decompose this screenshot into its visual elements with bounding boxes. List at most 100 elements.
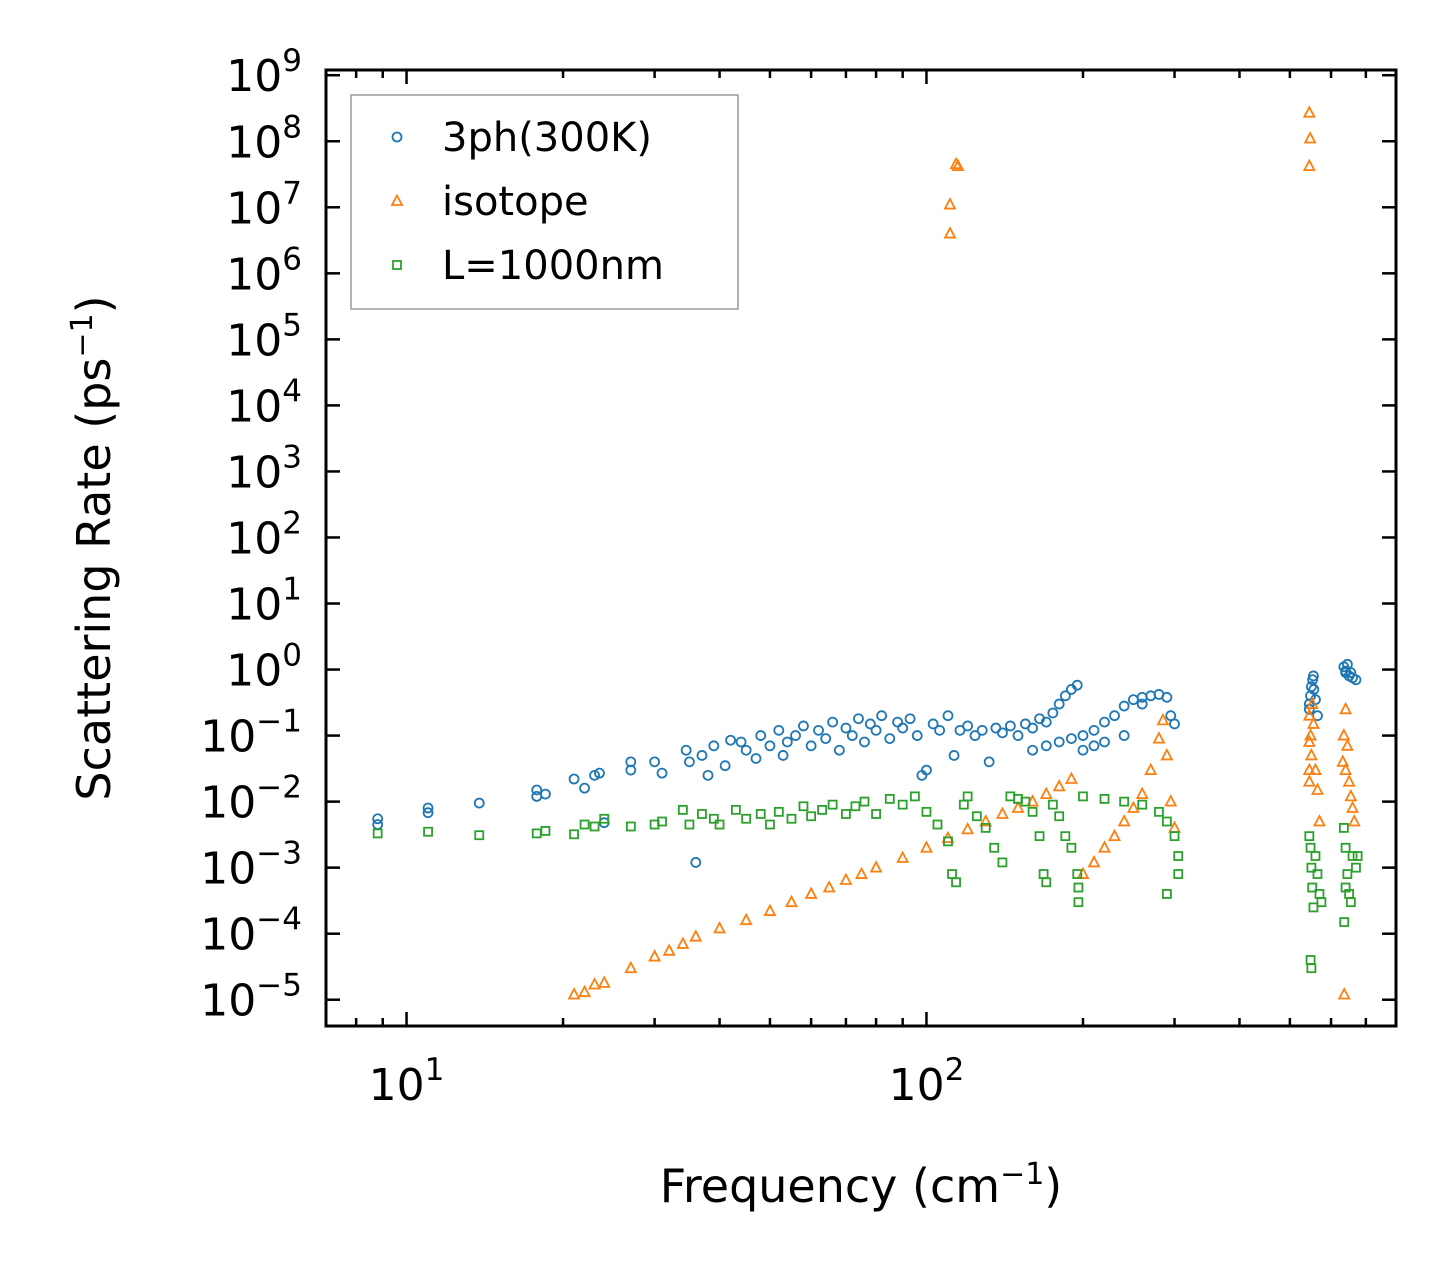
data-point — [820, 733, 832, 745]
data-point — [846, 730, 858, 741]
data-point — [1077, 730, 1089, 741]
y-tick-label: 104 — [226, 373, 302, 432]
data-point — [589, 821, 600, 832]
data-point — [1312, 814, 1326, 827]
data-point — [1152, 731, 1166, 744]
data-point — [755, 730, 767, 741]
data-point — [765, 819, 775, 830]
data-point — [1053, 698, 1065, 710]
data-point — [540, 826, 551, 836]
data-point — [1306, 716, 1320, 729]
data-point — [1302, 774, 1316, 787]
data-point — [1144, 762, 1158, 776]
legend-label: 3ph(300K) — [442, 115, 652, 161]
data-point — [1339, 701, 1353, 715]
data-point — [827, 716, 839, 728]
y-tick-label: 103 — [226, 439, 302, 498]
data-point — [853, 713, 864, 725]
data-point — [676, 936, 690, 949]
series-1 — [567, 105, 1361, 1000]
data-point — [1302, 762, 1316, 776]
data-point — [624, 960, 638, 974]
data-point — [597, 975, 611, 988]
data-point — [1161, 889, 1172, 899]
legend-marker — [392, 260, 402, 270]
data-point — [1027, 744, 1038, 756]
data-point — [1137, 799, 1148, 810]
data-point — [876, 710, 888, 722]
data-point — [1004, 720, 1016, 732]
legend-marker — [390, 193, 404, 206]
data-point — [951, 158, 965, 172]
y-tick-label: 102 — [226, 505, 302, 564]
data-point — [1316, 897, 1327, 908]
data-point — [1305, 696, 1319, 709]
data-point — [961, 821, 975, 835]
data-point — [897, 799, 908, 810]
data-point — [473, 797, 485, 809]
data-point — [1087, 854, 1101, 868]
data-point — [1073, 897, 1084, 908]
data-point — [1118, 700, 1130, 712]
data-point — [827, 799, 838, 810]
data-point — [1034, 831, 1045, 842]
data-point — [689, 929, 703, 942]
data-point — [855, 866, 868, 879]
data-point — [739, 912, 753, 926]
legend-entry: L=1000nm — [392, 243, 664, 289]
data-point — [841, 809, 851, 819]
data-point — [1099, 793, 1110, 804]
data-point — [735, 736, 747, 748]
data-point — [1308, 902, 1319, 913]
data-point — [662, 943, 676, 956]
data-point — [798, 801, 809, 812]
series-0 — [372, 658, 1362, 868]
data-point — [976, 724, 988, 736]
data-point — [1126, 800, 1140, 813]
data-point — [1040, 740, 1052, 752]
data-point — [777, 750, 789, 761]
data-point — [948, 750, 960, 761]
y-tick-label: 109 — [226, 43, 302, 102]
data-point — [833, 744, 845, 756]
data-point — [1160, 748, 1174, 761]
data-point — [1306, 862, 1317, 873]
data-point — [713, 921, 727, 934]
data-point — [781, 736, 793, 748]
data-point — [1308, 684, 1320, 695]
data-point — [372, 828, 383, 839]
data-point — [909, 791, 920, 802]
data-point — [989, 842, 1000, 853]
data-point — [1302, 734, 1316, 747]
data-point — [1302, 105, 1316, 118]
data-point — [1345, 667, 1357, 678]
series-2 — [372, 791, 1363, 974]
y-tick-label: 10−3 — [200, 836, 302, 895]
data-point — [980, 822, 991, 833]
x-tick-label: 102 — [889, 1052, 965, 1111]
data-point — [1337, 728, 1351, 741]
data-point — [1306, 963, 1317, 974]
legend-label: isotope — [442, 179, 589, 225]
data-point — [934, 724, 946, 736]
data-point — [1308, 670, 1319, 682]
data-point — [997, 857, 1008, 868]
data-point — [997, 727, 1008, 739]
data-point — [1027, 722, 1038, 734]
data-point — [1161, 816, 1172, 827]
data-point — [1066, 842, 1077, 853]
data-point — [1060, 831, 1071, 842]
data-point — [1098, 840, 1111, 853]
plot-frame — [324, 68, 1398, 1028]
data-point — [1117, 814, 1131, 827]
data-point — [599, 813, 610, 824]
data-point — [423, 826, 433, 837]
y-tick-label: 10−5 — [200, 968, 302, 1027]
data-point — [1119, 796, 1130, 807]
data-point — [740, 744, 752, 756]
data-point — [714, 819, 725, 830]
data-point — [1351, 862, 1361, 873]
data-point — [684, 819, 695, 830]
data-point — [1339, 917, 1350, 927]
